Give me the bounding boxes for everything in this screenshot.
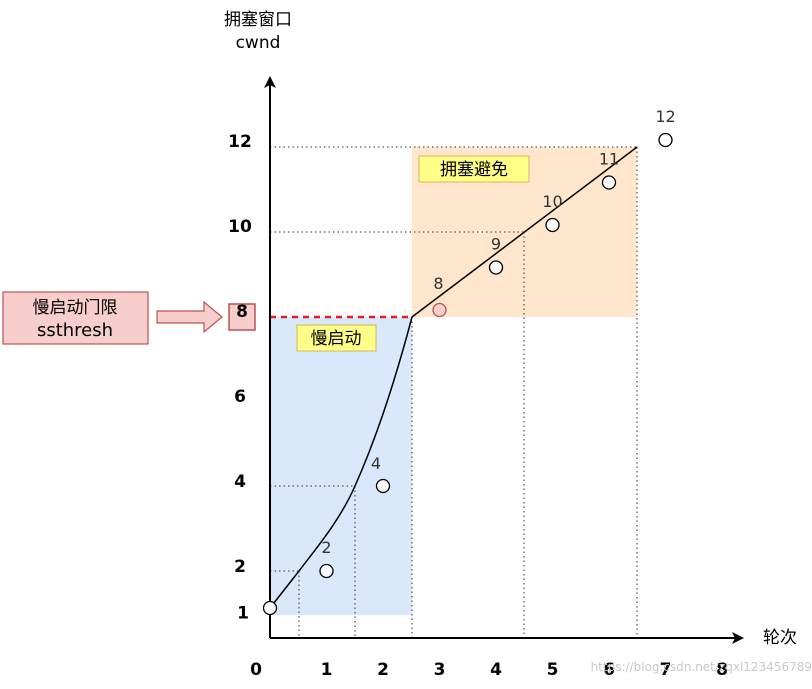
data-point [432, 302, 447, 318]
data-point [375, 478, 391, 494]
y-axis-subtitle: cwnd [236, 33, 281, 53]
point-label: 8 [433, 274, 443, 293]
x-tick-origin: 0 [250, 660, 262, 680]
cwnd-curve [269, 146, 638, 609]
y-tick-label: 4 [234, 472, 246, 492]
y-tick-label: 1 [237, 604, 249, 624]
x-tick-label: 7 [660, 660, 672, 680]
guide-lines [270, 146, 638, 638]
y-tick-label: 12 [228, 132, 252, 152]
data-points [262, 132, 673, 616]
data-point [658, 132, 673, 148]
y-axis-title: 拥塞窗口 [224, 10, 292, 30]
data-point [545, 217, 560, 233]
x-tick-label: 8 [716, 660, 728, 680]
point-label: 12 [655, 107, 675, 126]
x-tick-label: 6 [603, 660, 615, 680]
watermark: https://blog.csdn.net/zqxl123456789 [591, 660, 812, 674]
x-tick-label: 3 [434, 660, 446, 680]
x-tick-label: 4 [490, 660, 502, 680]
ssthresh-label-box [2, 291, 149, 345]
x-tick-label: 1 [321, 660, 333, 680]
avoidance-label-box [418, 155, 530, 183]
y-tick-label: 2 [234, 557, 246, 577]
y-tick-label: 10 [228, 217, 252, 237]
congestion-avoidance-label: 拥塞避免 [440, 160, 508, 180]
point-label: 2 [321, 538, 331, 557]
slow-start-region [270, 317, 412, 615]
data-point [488, 260, 504, 275]
ssthresh-label-cn: 慢启动门限 [33, 297, 118, 318]
x-tick-labels: 0 1 2 3 4 5 6 7 8 [250, 660, 728, 680]
y-tick-label: 6 [234, 387, 246, 407]
ssthresh-value-box [228, 303, 256, 331]
point-label: 11 [599, 150, 619, 169]
ssthresh-arrow-icon [156, 300, 223, 334]
data-point [319, 563, 334, 579]
data-point [601, 175, 617, 190]
y-tick-label: 8 [236, 302, 248, 322]
x-tick-label: 5 [547, 660, 559, 680]
x-axis-title: 轮次 [763, 628, 797, 648]
point-label: 9 [491, 235, 501, 254]
x-tick-label: 2 [377, 660, 389, 680]
point-labels: 24891011121 [321, 107, 675, 557]
slow-start-label: 慢启动 [311, 328, 362, 349]
data-point [262, 600, 278, 616]
ssthresh-label-en: ssthresh [37, 320, 113, 341]
point-label: 10 [542, 192, 562, 211]
slow-start-label-box [296, 324, 377, 352]
point-label: 4 [371, 454, 381, 473]
